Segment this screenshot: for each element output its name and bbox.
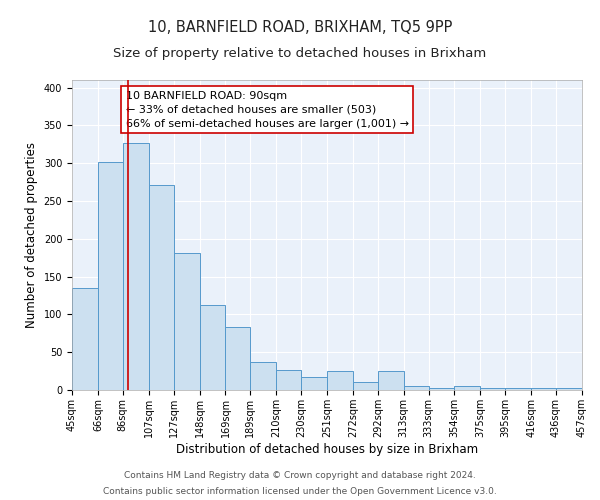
Text: 10 BARNFIELD ROAD: 90sqm
← 33% of detached houses are smaller (503)
66% of semi-: 10 BARNFIELD ROAD: 90sqm ← 33% of detach… <box>125 91 409 129</box>
Bar <box>226 327 250 390</box>
Bar <box>353 382 378 390</box>
Bar <box>531 388 556 390</box>
Bar <box>481 388 505 390</box>
Bar <box>301 377 327 390</box>
Bar <box>72 288 98 390</box>
Text: Contains HM Land Registry data © Crown copyright and database right 2024.: Contains HM Land Registry data © Crown c… <box>124 472 476 480</box>
Text: Contains public sector information licensed under the Open Government Licence v3: Contains public sector information licen… <box>103 486 497 496</box>
Bar <box>149 185 173 390</box>
Bar <box>455 386 481 390</box>
Bar <box>378 371 404 390</box>
Bar <box>556 388 582 390</box>
Bar <box>276 370 301 390</box>
Bar <box>428 388 455 390</box>
Text: 10, BARNFIELD ROAD, BRIXHAM, TQ5 9PP: 10, BARNFIELD ROAD, BRIXHAM, TQ5 9PP <box>148 20 452 35</box>
Bar <box>98 162 123 390</box>
Bar <box>250 362 276 390</box>
Bar <box>199 304 226 390</box>
X-axis label: Distribution of detached houses by size in Brixham: Distribution of detached houses by size … <box>176 442 478 456</box>
Y-axis label: Number of detached properties: Number of detached properties <box>25 142 38 328</box>
Bar <box>404 386 428 390</box>
Text: Size of property relative to detached houses in Brixham: Size of property relative to detached ho… <box>113 48 487 60</box>
Bar <box>173 253 199 390</box>
Bar <box>505 388 531 390</box>
Bar <box>327 371 353 390</box>
Bar <box>123 143 149 390</box>
